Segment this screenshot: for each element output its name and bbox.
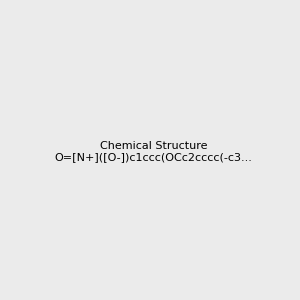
Text: Chemical Structure
O=[N+]([O-])c1ccc(OCc2cccc(-c3...: Chemical Structure O=[N+]([O-])c1ccc(OCc… (55, 141, 253, 162)
